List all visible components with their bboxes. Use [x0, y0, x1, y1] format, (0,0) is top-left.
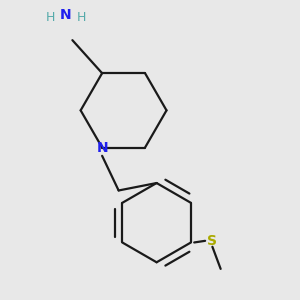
Text: H: H: [46, 11, 56, 23]
Text: H: H: [77, 11, 86, 23]
Text: N: N: [96, 141, 108, 154]
Text: S: S: [207, 234, 218, 248]
Text: N: N: [60, 8, 72, 22]
